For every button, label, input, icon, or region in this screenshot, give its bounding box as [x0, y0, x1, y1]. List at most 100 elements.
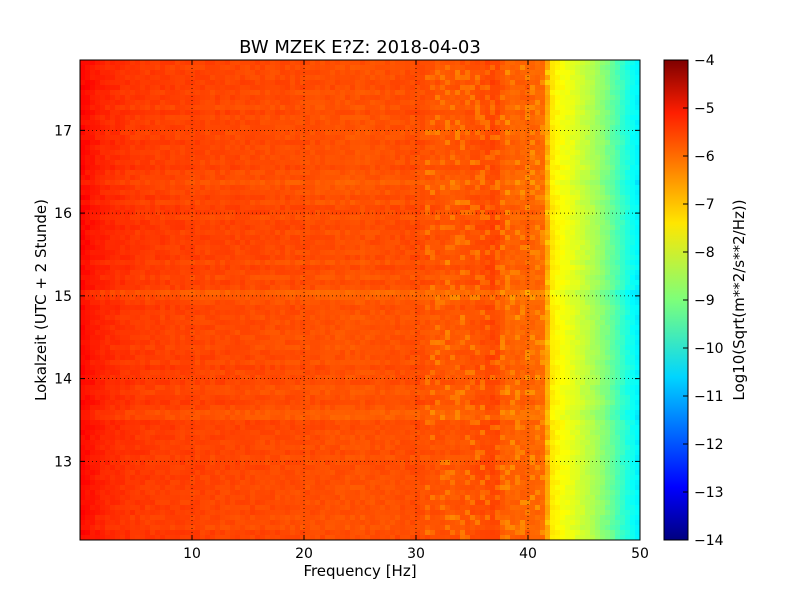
- heatmap-cell: [580, 75, 586, 81]
- heatmap-cell: [625, 165, 631, 171]
- heatmap-cell: [100, 60, 106, 66]
- heatmap-cell: [525, 235, 531, 241]
- heatmap-cell: [480, 215, 486, 221]
- heatmap-cell: [330, 85, 336, 91]
- heatmap-cell: [130, 155, 136, 161]
- heatmap-cell: [295, 170, 301, 176]
- heatmap-cell: [115, 100, 121, 106]
- heatmap-cell: [150, 65, 156, 71]
- heatmap-cell: [225, 155, 231, 161]
- heatmap-cell: [370, 195, 376, 201]
- heatmap-cell: [330, 280, 336, 286]
- heatmap-cell: [400, 215, 406, 221]
- heatmap-cell: [570, 85, 576, 91]
- heatmap-cell: [90, 270, 96, 276]
- heatmap-cell: [455, 170, 461, 176]
- heatmap-cell: [200, 100, 206, 106]
- heatmap-cell: [520, 175, 526, 181]
- heatmap-cell: [175, 245, 181, 251]
- heatmap-cell: [420, 255, 426, 261]
- heatmap-cell: [345, 225, 351, 231]
- heatmap-cell: [315, 65, 321, 71]
- heatmap-cell: [520, 170, 526, 176]
- heatmap-cell: [570, 80, 576, 86]
- heatmap-cell: [115, 95, 121, 101]
- heatmap-cell: [220, 110, 226, 116]
- heatmap-cell: [360, 135, 366, 141]
- heatmap-cell: [620, 115, 626, 121]
- heatmap-cell: [535, 130, 541, 136]
- heatmap-cell: [200, 185, 206, 191]
- heatmap-cell: [505, 175, 511, 181]
- heatmap-cell: [260, 220, 266, 226]
- heatmap-cell: [450, 110, 456, 116]
- heatmap-cell: [595, 65, 601, 71]
- heatmap-cell: [335, 95, 341, 101]
- heatmap-cell: [510, 110, 516, 116]
- heatmap-cell: [120, 200, 126, 206]
- heatmap-cell: [375, 90, 381, 96]
- heatmap-cell: [190, 250, 196, 256]
- heatmap-cell: [80, 195, 86, 201]
- heatmap-cell: [555, 165, 561, 171]
- heatmap-cell: [325, 100, 331, 106]
- heatmap-cell: [330, 140, 336, 146]
- heatmap-cell: [95, 80, 101, 86]
- heatmap-cell: [315, 255, 321, 261]
- heatmap-cell: [180, 235, 186, 241]
- heatmap-cell: [330, 90, 336, 96]
- heatmap-cell: [130, 125, 136, 131]
- heatmap-cell: [395, 190, 401, 196]
- heatmap-cell: [335, 200, 341, 206]
- heatmap-cell: [80, 225, 86, 231]
- heatmap-cell: [370, 115, 376, 121]
- heatmap-cell: [370, 205, 376, 211]
- heatmap-cell: [595, 90, 601, 96]
- heatmap-cell: [185, 160, 191, 166]
- heatmap-cell: [555, 65, 561, 71]
- heatmap-cell: [145, 140, 151, 146]
- heatmap-cell: [220, 175, 226, 181]
- heatmap-cell: [320, 200, 326, 206]
- heatmap-cell: [525, 265, 531, 271]
- heatmap-cell: [580, 195, 586, 201]
- heatmap-cell: [550, 75, 556, 81]
- heatmap-cell: [160, 90, 166, 96]
- heatmap-cell: [105, 120, 111, 126]
- heatmap-cell: [360, 220, 366, 226]
- heatmap-cell: [620, 245, 626, 251]
- heatmap-cell: [260, 135, 266, 141]
- heatmap-cell: [440, 185, 446, 191]
- heatmap-cell: [100, 240, 106, 246]
- heatmap-cell: [400, 255, 406, 261]
- heatmap-cell: [280, 205, 286, 211]
- heatmap-cell: [135, 150, 141, 156]
- heatmap-cell: [150, 140, 156, 146]
- heatmap-cell: [520, 80, 526, 86]
- heatmap-cell: [620, 270, 626, 276]
- heatmap-cell: [380, 190, 386, 196]
- heatmap-cell: [565, 155, 571, 161]
- heatmap-cell: [250, 275, 256, 281]
- heatmap-cell: [615, 220, 621, 226]
- heatmap-cell: [465, 170, 471, 176]
- heatmap-cell: [210, 200, 216, 206]
- heatmap-cell: [570, 195, 576, 201]
- heatmap-cell: [100, 195, 106, 201]
- heatmap-cell: [505, 225, 511, 231]
- heatmap-cell: [250, 65, 256, 71]
- heatmap-cell: [435, 205, 441, 211]
- heatmap-cell: [110, 60, 116, 66]
- heatmap-cell: [150, 60, 156, 66]
- heatmap-cell: [505, 120, 511, 126]
- heatmap-cell: [200, 115, 206, 121]
- heatmap-cell: [485, 255, 491, 261]
- heatmap-cell: [475, 125, 481, 131]
- heatmap-cell: [100, 270, 106, 276]
- heatmap-cell: [350, 65, 356, 71]
- heatmap-cell: [185, 170, 191, 176]
- heatmap-cell: [570, 215, 576, 221]
- heatmap-cell: [405, 90, 411, 96]
- heatmap-cell: [445, 60, 451, 66]
- heatmap-cell: [415, 145, 421, 151]
